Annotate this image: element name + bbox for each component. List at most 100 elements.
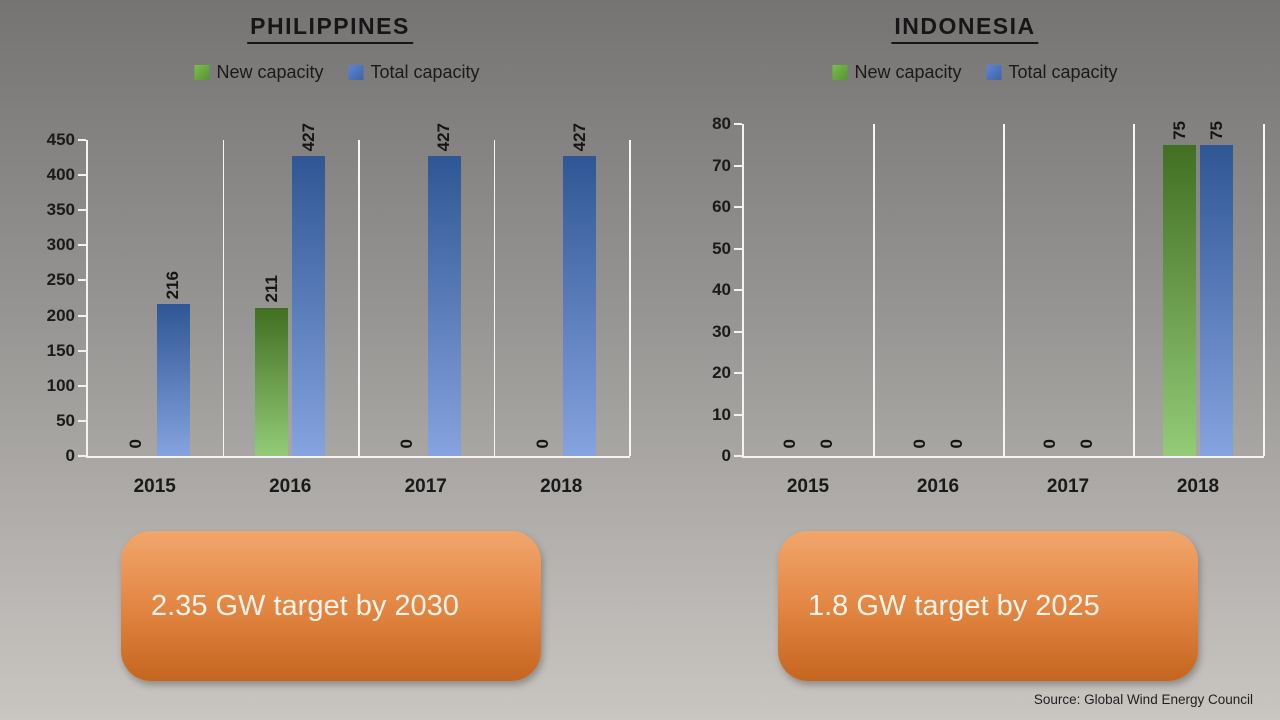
target-box-indonesia: 1.8 GW target by 2025 xyxy=(778,531,1198,681)
category-separator-line xyxy=(1133,124,1135,456)
y-axis-tickmark xyxy=(78,384,86,387)
data-label-new-capacity-2016: 211 xyxy=(261,275,281,303)
y-axis-tickmark xyxy=(78,139,86,141)
legend-label-total-capacity: Total capacity xyxy=(370,62,480,82)
y-axis-tickmark xyxy=(78,244,86,247)
legend-label-new-capacity: New capacity xyxy=(854,62,962,82)
data-label-new-capacity-2017: 0 xyxy=(1039,438,1059,448)
y-axis-tickmark xyxy=(78,455,86,457)
category-separator-line xyxy=(1003,124,1005,456)
y-axis-tickmark xyxy=(734,289,742,291)
y-axis-tickmark xyxy=(734,330,742,333)
y-axis-tickmark xyxy=(78,174,86,177)
data-label-total-capacity-2018: 427 xyxy=(569,122,589,152)
total-capacity-swatch-icon xyxy=(986,65,1002,80)
data-label-new-capacity-2015: 0 xyxy=(126,438,146,448)
y-axis-label-0: 0 xyxy=(721,446,731,465)
bar-total-capacity-2018 xyxy=(563,156,597,456)
chart-title-philippines: PHILIPPINES xyxy=(247,13,413,44)
total-capacity-swatch-icon xyxy=(348,65,364,80)
x-axis-label-2015: 2015 xyxy=(133,476,176,497)
plot-right-border xyxy=(629,140,631,456)
y-axis-label-30: 30 xyxy=(712,321,731,341)
x-axis-label-2015: 2015 xyxy=(786,476,830,497)
legend-item-total-capacity: Total capacity xyxy=(348,62,480,83)
y-axis-label-40: 40 xyxy=(712,280,731,299)
y-axis-label-350: 350 xyxy=(46,200,75,220)
y-axis-label-50: 50 xyxy=(712,238,731,258)
bar-new-capacity-2016 xyxy=(255,307,289,456)
plot-right-border xyxy=(1263,124,1265,456)
y-axis-label-80: 80 xyxy=(712,114,731,133)
data-label-total-capacity-2017: 427 xyxy=(434,122,454,152)
data-label-total-capacity-2018: 75 xyxy=(1206,120,1226,140)
data-label-total-capacity-2017: 0 xyxy=(1076,438,1096,448)
x-axis-line xyxy=(86,456,630,458)
x-axis-label-2017: 2017 xyxy=(404,476,447,497)
y-axis-label-20: 20 xyxy=(712,363,731,382)
y-axis-tickmark xyxy=(78,279,86,282)
x-axis-label-2018: 2018 xyxy=(540,476,583,497)
x-axis-label-2017: 2017 xyxy=(1046,476,1090,497)
y-axis-label-400: 400 xyxy=(46,165,75,185)
data-label-new-capacity-2018: 75 xyxy=(1169,120,1189,140)
data-label-total-capacity-2016: 0 xyxy=(946,438,966,448)
y-axis-tickmark xyxy=(78,419,86,422)
legend-item-new-capacity: New capacity xyxy=(194,62,323,83)
target-box-philippines: 2.35 GW target by 2030 xyxy=(121,531,541,681)
y-axis-label-50: 50 xyxy=(56,410,75,430)
y-axis-tickmark xyxy=(78,314,86,317)
source-credit: Source: Global Wind Energy Council xyxy=(1033,692,1253,707)
y-axis-label-60: 60 xyxy=(712,197,731,216)
legend-item-total-capacity: Total capacity xyxy=(986,62,1118,83)
data-label-total-capacity-2015: 0 xyxy=(816,438,836,448)
y-axis-label-100: 100 xyxy=(46,375,75,395)
category-separator-line xyxy=(222,140,224,456)
x-axis-label-2016: 2016 xyxy=(916,476,960,497)
x-axis-label-2018: 2018 xyxy=(1176,476,1220,497)
bar-total-capacity-2016 xyxy=(292,156,326,456)
y-axis-tickmark xyxy=(734,372,742,374)
y-axis-label-450: 450 xyxy=(46,130,75,149)
y-axis-label-70: 70 xyxy=(712,155,731,175)
y-axis-label-10: 10 xyxy=(712,404,731,424)
data-label-new-capacity-2015: 0 xyxy=(779,438,799,448)
x-axis-label-2016: 2016 xyxy=(269,476,312,497)
data-label-new-capacity-2018: 0 xyxy=(532,438,552,448)
y-axis-tickmark xyxy=(734,247,742,250)
y-axis-tickmark xyxy=(734,413,742,416)
legend-label-new-capacity: New capacity xyxy=(216,62,324,82)
y-axis-label-200: 200 xyxy=(46,305,75,325)
y-axis-label-300: 300 xyxy=(46,235,75,255)
y-axis-label-150: 150 xyxy=(46,340,75,360)
data-label-total-capacity-2015: 216 xyxy=(163,270,183,300)
data-label-total-capacity-2016: 427 xyxy=(298,122,318,152)
y-axis-tickmark xyxy=(78,209,86,212)
data-label-new-capacity-2017: 0 xyxy=(397,438,417,448)
chart-title-indonesia: INDONESIA xyxy=(891,13,1039,44)
y-axis-tickmark xyxy=(734,123,742,125)
y-axis-line xyxy=(86,140,88,456)
new-capacity-swatch-icon xyxy=(194,65,210,80)
y-axis-tickmark xyxy=(734,455,742,457)
category-separator-line xyxy=(493,140,495,456)
y-axis-label-250: 250 xyxy=(46,270,75,290)
category-separator-line xyxy=(358,140,360,456)
x-axis-line xyxy=(742,456,1264,458)
y-axis-label-0: 0 xyxy=(65,446,75,465)
legend-philippines: New capacity Total capacity xyxy=(194,62,480,83)
bar-new-capacity-2018 xyxy=(1163,144,1196,456)
target-label-philippines: 2.35 GW target by 2030 xyxy=(151,589,459,622)
data-label-new-capacity-2016: 0 xyxy=(909,438,929,448)
y-axis-tickmark xyxy=(734,206,742,208)
y-axis-tickmark xyxy=(734,164,742,167)
category-separator-line xyxy=(873,124,875,456)
y-axis-tickmark xyxy=(78,349,86,352)
bar-total-capacity-2015 xyxy=(156,304,190,456)
legend-item-new-capacity: New capacity xyxy=(832,62,961,83)
legend-label-total-capacity: Total capacity xyxy=(1008,62,1118,82)
bar-total-capacity-2017 xyxy=(427,156,461,456)
new-capacity-swatch-icon xyxy=(832,65,848,80)
y-axis-line xyxy=(742,124,744,456)
